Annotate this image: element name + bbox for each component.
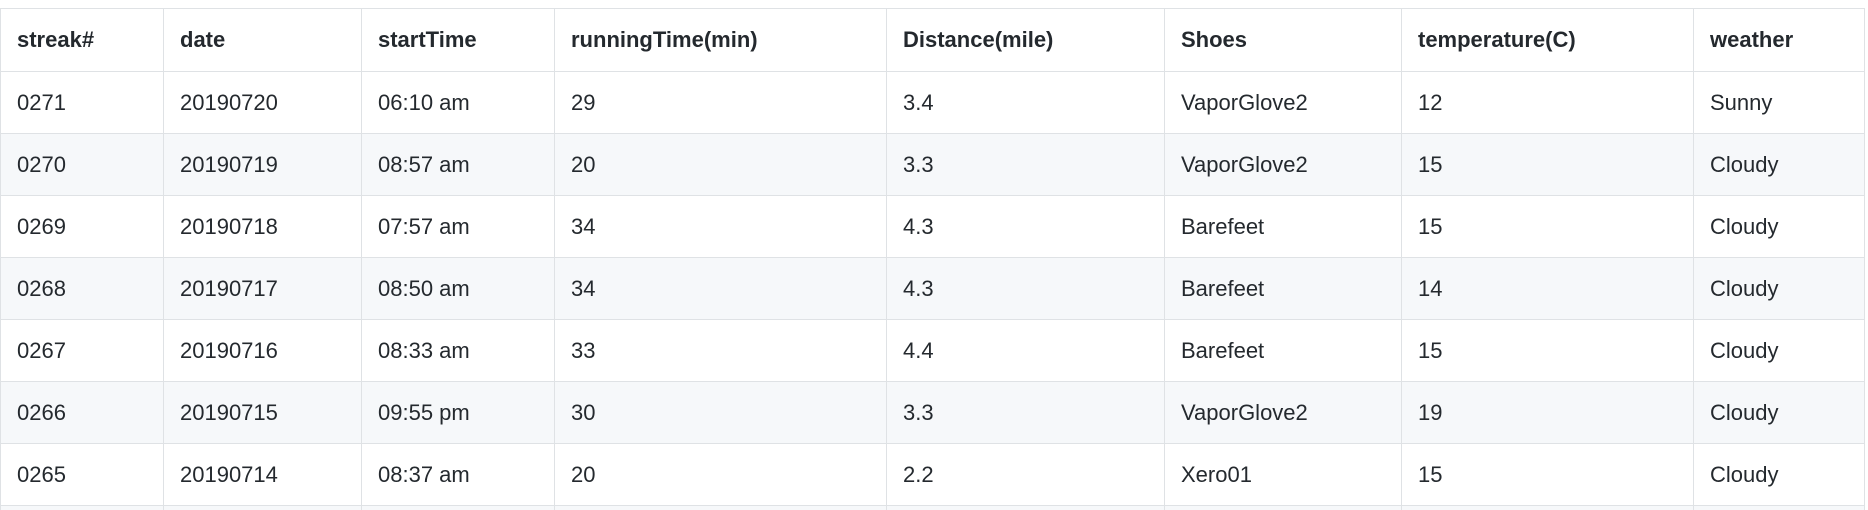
table-row: 0267 20190716 08:33 am 33 4.4 Barefeet 15 Cloud…	[0, 319, 1865, 382]
cell-streak: 0267	[0, 319, 164, 382]
cell-date: 20190714	[163, 443, 362, 506]
cell-streak: 0270	[0, 133, 164, 196]
cell-running-time: 34	[554, 195, 887, 258]
cell-empty	[0, 505, 164, 510]
column-header-running-time: runningTime(min)	[554, 8, 887, 72]
cell-distance: 4.4	[886, 319, 1165, 382]
cell-temperature: 15	[1401, 133, 1694, 196]
cell-shoes: Barefeet	[1164, 257, 1402, 320]
cell-distance: 3.3	[886, 133, 1165, 196]
cell-streak: 0268	[0, 257, 164, 320]
cell-date: 20190719	[163, 133, 362, 196]
cell-empty	[1164, 505, 1402, 510]
cell-distance: 2.2	[886, 443, 1165, 506]
cell-weather: Cloudy	[1693, 381, 1865, 444]
cell-start-time: 08:37 am	[361, 443, 555, 506]
cell-start-time: 06:10 am	[361, 71, 555, 134]
cell-streak: 0265	[0, 443, 164, 506]
table-row: 0265 20190714 08:37 am 20 2.2 Xero01 15 Cloudy	[0, 443, 1865, 506]
cell-streak: 0266	[0, 381, 164, 444]
column-header-distance: Distance(mile)	[886, 8, 1165, 72]
cell-start-time: 07:57 am	[361, 195, 555, 258]
cell-weather: Cloudy	[1693, 133, 1865, 196]
cell-shoes: Barefeet	[1164, 195, 1402, 258]
cell-running-time: 30	[554, 381, 887, 444]
cell-shoes: Xero01	[1164, 443, 1402, 506]
cell-start-time: 08:50 am	[361, 257, 555, 320]
cell-weather: Cloudy	[1693, 195, 1865, 258]
cell-distance: 3.3	[886, 381, 1165, 444]
cell-temperature: 12	[1401, 71, 1694, 134]
cell-shoes: Barefeet	[1164, 319, 1402, 382]
cell-shoes: VaporGlove2	[1164, 71, 1402, 134]
table-row: 0269 20190718 07:57 am 34 4.3 Barefeet 15 Cloud…	[0, 195, 1865, 258]
cell-streak: 0269	[0, 195, 164, 258]
cell-start-time: 09:55 pm	[361, 381, 555, 444]
table-row: 0266 20190715 09:55 pm 30 3.3 VaporGlove2 19 Cl…	[0, 381, 1865, 444]
cell-date: 20190715	[163, 381, 362, 444]
cell-distance: 3.4	[886, 71, 1165, 134]
column-header-streak: streak#	[0, 8, 164, 72]
cell-temperature: 15	[1401, 195, 1694, 258]
cell-weather: Cloudy	[1693, 319, 1865, 382]
cell-weather: Cloudy	[1693, 257, 1865, 320]
column-header-start-time: startTime	[361, 8, 555, 72]
cell-running-time: 20	[554, 133, 887, 196]
cell-distance: 4.3	[886, 257, 1165, 320]
column-header-shoes: Shoes	[1164, 8, 1402, 72]
column-header-temperature: temperature(C)	[1401, 8, 1694, 72]
cell-shoes: VaporGlove2	[1164, 133, 1402, 196]
cell-running-time: 29	[554, 71, 887, 134]
cell-date: 20190717	[163, 257, 362, 320]
cell-running-time: 20	[554, 443, 887, 506]
cell-temperature: 19	[1401, 381, 1694, 444]
cell-start-time: 08:57 am	[361, 133, 555, 196]
column-header-weather: weather	[1693, 8, 1865, 72]
table-row: 0271 20190720 06:10 am 29 3.4 VaporGlove2 12 Su…	[0, 71, 1865, 134]
cell-shoes: VaporGlove2	[1164, 381, 1402, 444]
cell-temperature: 15	[1401, 319, 1694, 382]
cell-empty	[163, 505, 362, 510]
cell-date: 20190720	[163, 71, 362, 134]
cell-empty	[886, 505, 1165, 510]
table-row: 0270 20190719 08:57 am 20 3.3 VaporGlove2 15 Cl…	[0, 133, 1865, 196]
cell-weather: Cloudy	[1693, 443, 1865, 506]
cell-date: 20190716	[163, 319, 362, 382]
running-log-table-container: streak# date startTime runningTime(min) Dist…	[0, 8, 1868, 510]
table-row-partial	[0, 505, 1865, 510]
cell-distance: 4.3	[886, 195, 1165, 258]
table-row: 0268 20190717 08:50 am 34 4.3 Barefeet 14 Cloud…	[0, 257, 1865, 320]
cell-empty	[1401, 505, 1694, 510]
cell-start-time: 08:33 am	[361, 319, 555, 382]
cell-empty	[361, 505, 555, 510]
cell-running-time: 33	[554, 319, 887, 382]
cell-running-time: 34	[554, 257, 887, 320]
cell-temperature: 15	[1401, 443, 1694, 506]
cell-empty	[554, 505, 887, 510]
column-header-date: date	[163, 8, 362, 72]
table-header-row: streak# date startTime runningTime(min) Dist…	[0, 8, 1865, 72]
cell-temperature: 14	[1401, 257, 1694, 320]
table-body: 0271 20190720 06:10 am 29 3.4 VaporGlove2 12 Su…	[0, 71, 1865, 510]
cell-date: 20190718	[163, 195, 362, 258]
cell-empty	[1693, 505, 1865, 510]
running-log-table: streak# date startTime runningTime(min) Dist…	[0, 8, 1865, 510]
cell-weather: Sunny	[1693, 71, 1865, 134]
cell-streak: 0271	[0, 71, 164, 134]
